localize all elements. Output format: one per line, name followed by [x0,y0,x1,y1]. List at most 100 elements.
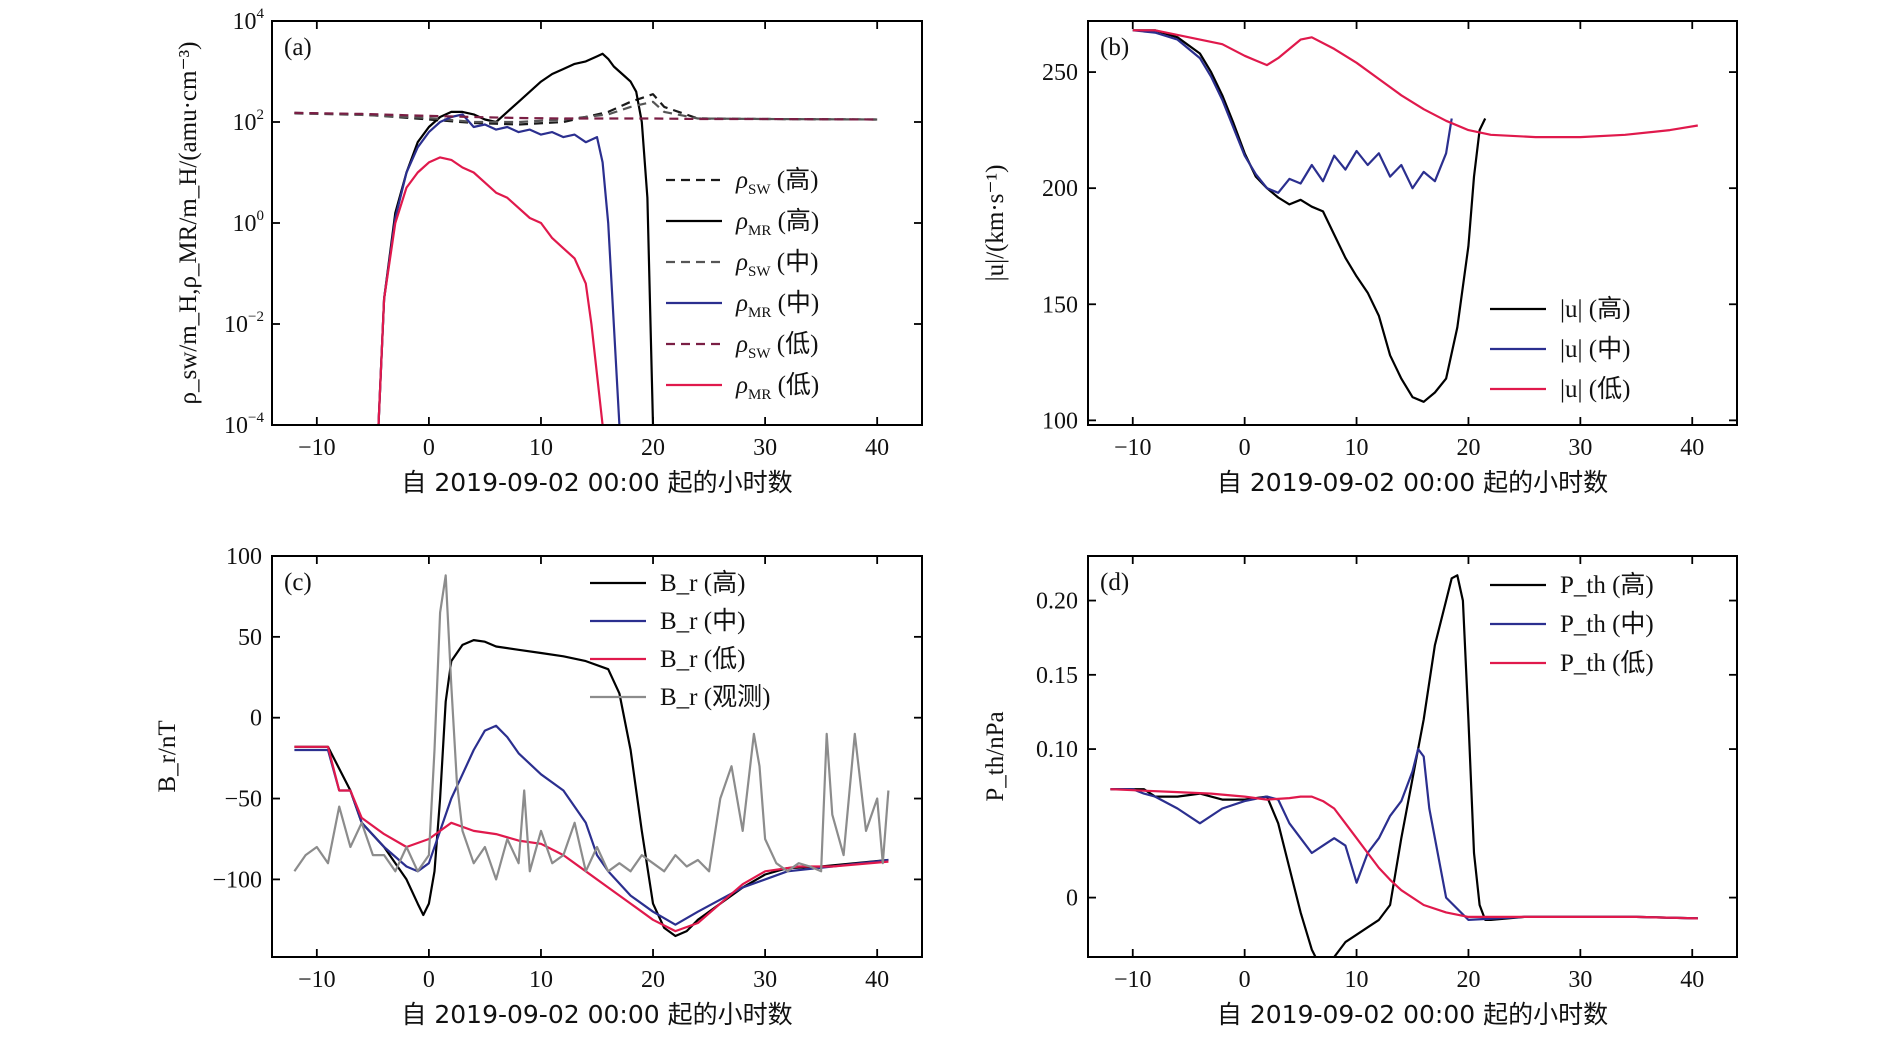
x-tick-label: 40 [865,435,889,461]
plot-area [294,52,878,425]
x-tick-label: −10 [1114,435,1152,461]
y-axis-label: P_th/nPa [982,711,1009,801]
legend-label: ρMR (低) [735,371,819,403]
x-axis-label: 自 2019-09-02 00:00 起的小时数 [401,1000,792,1029]
x-tick-label: −10 [298,967,336,993]
x-tick-label: 40 [1680,967,1704,993]
legend-label: ρMR (高) [735,207,819,239]
series-line-2 [1110,747,1698,922]
legend-label: P_th (高) [1560,571,1654,599]
y-tick-label: 102 [233,107,265,136]
y-tick-label: 100 [226,544,262,570]
y-axis-label: B_r/nT [154,720,181,792]
x-tick-label: 10 [529,435,553,461]
series-line-6 [377,156,604,425]
x-tick-label: 20 [1456,967,1480,993]
y-tick-label: 250 [1042,60,1078,86]
x-axis-label: 自 2019-09-02 00:00 起的小时数 [1217,1000,1608,1029]
x-tick-label: 30 [1568,967,1592,993]
x-tick-label: −10 [1114,967,1152,993]
y-tick-label: 0 [1066,886,1078,912]
y-tick-label: 0.10 [1036,737,1078,763]
legend-label: ρSW (中) [735,248,818,280]
plot-frame [1087,20,1738,426]
y-tick-label: 100 [1042,408,1078,434]
x-tick-label: 40 [865,967,889,993]
plot-area [1110,574,1698,957]
series-line-1 [294,93,878,126]
y-tick-label: 150 [1042,292,1078,318]
legend-label: |u| (低) [1560,375,1630,403]
plot-frame [271,20,923,426]
y-tick-label: 0.20 [1036,589,1078,615]
panel-label: (d) [1100,569,1129,596]
legend: ρSW (高) ρMR (高) ρSW (中) ρMR (中) ρSW (低) ρMR (… [666,166,819,403]
series-line-4 [293,574,890,881]
legend-label: P_th (低) [1560,649,1654,677]
panel-b: −10 0 10 20 30 40 100 150 200 250 (b) 自 2019-09-02 … [982,20,1738,497]
x-tick-label: 20 [641,435,665,461]
panel-label: (a) [284,34,312,61]
panel-d: −10 0 10 20 30 40 0 0.10 0.15 0.20 (d) 自 2019-09-02… [982,555,1738,1029]
x-tick-label: 10 [529,967,553,993]
y-tick-label: 200 [1042,176,1078,202]
legend-label: ρMR (中) [735,289,819,321]
y-axis-label: ρ_sw/m_H,ρ_MR/m_H/(amu·cm⁻³) [175,42,202,405]
y-tick-label: −50 [224,787,262,813]
x-tick-label: 30 [1568,435,1592,461]
series-line-3 [1110,788,1698,920]
series-line-1 [294,638,889,938]
plot-area [1132,29,1698,403]
x-tick-label: −10 [298,435,336,461]
series-line-3 [294,745,889,933]
legend-label: B_r (中) [660,607,745,635]
x-tick-label: 30 [753,435,777,461]
panel-a: −10 0 10 20 30 40 10−4 10−2 100 102 104 (a) 自 2019-0… [175,6,923,497]
y-tick-label: 10−4 [224,410,264,439]
x-tick-label: 0 [1239,435,1251,461]
series-line-1 [1132,29,1487,403]
y-tick-label: 100 [233,208,265,237]
y-tick-label: 50 [238,625,262,651]
x-tick-label: 30 [753,967,777,993]
panel-label: (c) [284,569,312,596]
series-line-2 [377,52,655,425]
legend-label: |u| (中) [1560,335,1630,363]
x-tick-label: 0 [423,435,435,461]
legend-label: |u| (高) [1560,295,1630,323]
legend: P_th (高) P_th (中) P_th (低) [1490,571,1654,677]
x-tick-label: 0 [1239,967,1251,993]
series-line-5 [294,111,878,121]
series-line-4 [377,113,621,425]
plot-frame [1087,555,1738,958]
x-axis-label: 自 2019-09-02 00:00 起的小时数 [1217,468,1608,497]
series-line-3 [1132,29,1698,139]
y-tick-label: 104 [233,6,265,35]
plot-area [293,574,890,938]
y-tick-label: 0.15 [1036,663,1078,689]
panel-label: (b) [1100,34,1129,61]
plot-frame [271,555,923,958]
legend: |u| (高) |u| (中) |u| (低) [1490,295,1630,403]
legend: B_r (高) B_r (中) B_r (低) B_r (观测) [590,569,770,711]
x-tick-label: 10 [1345,435,1369,461]
x-tick-label: 20 [641,967,665,993]
y-tick-label: 10−2 [224,309,264,338]
x-tick-label: 10 [1345,967,1369,993]
x-axis-label: 自 2019-09-02 00:00 起的小时数 [401,468,792,497]
series-line-3 [294,100,878,124]
series-line-2 [294,724,889,926]
series-line-1 [1110,574,1698,957]
x-tick-label: 0 [423,967,435,993]
y-tick-label: 0 [250,706,262,732]
legend-label: ρSW (低) [735,330,818,362]
y-axis-label: |u|/(km·s⁻¹) [982,165,1009,282]
legend-label: ρSW (高) [735,166,818,198]
series-line-2 [1132,29,1453,194]
legend-label: P_th (中) [1560,610,1654,638]
legend-label: B_r (高) [660,569,745,597]
x-tick-label: 40 [1680,435,1704,461]
y-tick-label: −100 [212,867,262,893]
